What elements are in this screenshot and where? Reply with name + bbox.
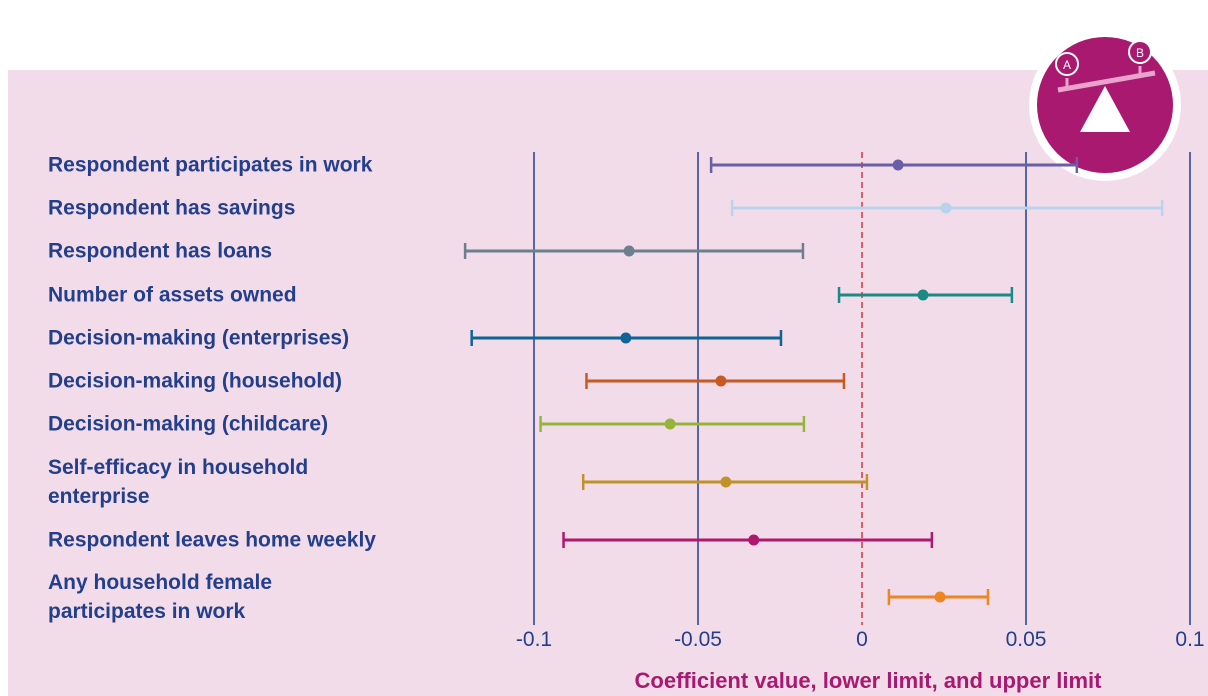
category-label: Decision-making (childcare): [48, 412, 329, 436]
category-label: Decision-making (enterprises): [48, 326, 350, 350]
x-tick-label: 0.05: [1006, 628, 1047, 651]
point: [620, 332, 632, 344]
point: [934, 591, 946, 603]
category-label: Any household female participates in wor…: [48, 571, 273, 623]
point: [940, 202, 952, 214]
x-tick-label: -0.05: [674, 628, 722, 651]
x-tick-label: 0: [856, 628, 868, 651]
category-label: Respondent leaves home weekly: [48, 528, 376, 552]
svg-text:B: B: [1136, 46, 1144, 60]
category-label: Number of assets owned: [48, 283, 297, 307]
x-axis-label: Coefficient value, lower limit, and uppe…: [635, 668, 1103, 693]
point: [664, 418, 676, 430]
category-label: Decision-making (household): [48, 369, 343, 393]
category-label: Respondent participates in work: [48, 153, 373, 177]
point: [715, 375, 727, 387]
background: [8, 70, 1208, 696]
point: [917, 289, 929, 301]
point: [720, 476, 732, 488]
category-label: Self-efficacy in household enterprise: [48, 456, 309, 508]
category-label: Respondent has loans: [48, 239, 273, 263]
point: [892, 159, 904, 171]
balance-icon: A B: [1029, 29, 1181, 181]
category-label: Respondent has savings: [48, 196, 296, 220]
x-tick-label: -0.1: [516, 628, 552, 651]
point: [748, 534, 760, 546]
point: [623, 245, 635, 257]
svg-text:A: A: [1063, 58, 1071, 72]
x-tick-label: 0.1: [1175, 628, 1204, 651]
